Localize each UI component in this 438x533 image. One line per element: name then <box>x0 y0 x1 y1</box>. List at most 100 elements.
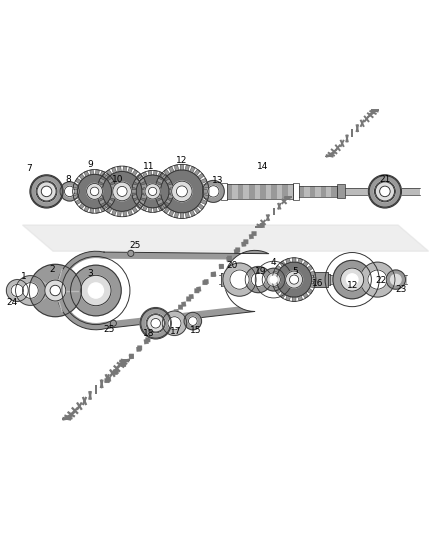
Polygon shape <box>99 199 106 205</box>
Polygon shape <box>325 274 330 285</box>
Polygon shape <box>249 184 254 199</box>
Polygon shape <box>57 251 268 330</box>
Polygon shape <box>154 329 158 334</box>
Polygon shape <box>310 185 315 197</box>
Polygon shape <box>282 184 288 199</box>
Text: 10: 10 <box>112 175 124 184</box>
Circle shape <box>11 285 23 297</box>
Circle shape <box>113 182 131 201</box>
Polygon shape <box>129 354 134 358</box>
Polygon shape <box>325 154 334 158</box>
Polygon shape <box>241 242 246 247</box>
Polygon shape <box>90 169 94 175</box>
Polygon shape <box>286 295 290 301</box>
Polygon shape <box>162 174 168 180</box>
Polygon shape <box>138 346 142 350</box>
Polygon shape <box>286 259 290 264</box>
Circle shape <box>29 264 81 317</box>
Polygon shape <box>104 203 110 209</box>
Text: 17: 17 <box>170 327 181 336</box>
Polygon shape <box>325 156 333 157</box>
Circle shape <box>346 274 358 285</box>
Circle shape <box>172 181 192 201</box>
Polygon shape <box>272 208 275 215</box>
Polygon shape <box>152 332 156 337</box>
Polygon shape <box>314 274 320 285</box>
Polygon shape <box>332 185 337 197</box>
Polygon shape <box>272 208 275 215</box>
Polygon shape <box>238 184 244 199</box>
Polygon shape <box>181 302 186 306</box>
Polygon shape <box>244 184 249 199</box>
Circle shape <box>202 181 224 203</box>
Polygon shape <box>189 294 194 299</box>
Circle shape <box>146 313 165 333</box>
Circle shape <box>117 187 127 197</box>
Polygon shape <box>158 206 163 211</box>
Circle shape <box>36 181 57 202</box>
Polygon shape <box>200 199 207 205</box>
Text: 23: 23 <box>396 285 407 294</box>
Polygon shape <box>221 273 226 286</box>
Polygon shape <box>304 185 310 197</box>
Text: 5: 5 <box>293 267 298 276</box>
Polygon shape <box>76 402 83 410</box>
Polygon shape <box>139 199 145 205</box>
Polygon shape <box>311 278 316 281</box>
Polygon shape <box>102 173 108 180</box>
Circle shape <box>78 174 112 208</box>
Polygon shape <box>105 374 110 383</box>
Polygon shape <box>113 370 117 375</box>
Circle shape <box>368 270 387 289</box>
Circle shape <box>251 272 265 287</box>
Polygon shape <box>339 140 345 147</box>
Polygon shape <box>168 195 173 199</box>
Polygon shape <box>153 171 157 175</box>
Circle shape <box>262 268 285 291</box>
Polygon shape <box>141 184 147 188</box>
Text: 2: 2 <box>49 265 55 274</box>
Circle shape <box>386 270 406 289</box>
Polygon shape <box>119 359 128 365</box>
Polygon shape <box>280 293 286 298</box>
Circle shape <box>333 261 371 299</box>
Polygon shape <box>79 203 85 209</box>
Polygon shape <box>320 274 325 285</box>
Polygon shape <box>62 418 71 421</box>
Text: 12: 12 <box>346 281 358 290</box>
Polygon shape <box>102 203 108 209</box>
Text: 15: 15 <box>190 326 201 335</box>
Polygon shape <box>145 337 150 342</box>
Polygon shape <box>330 148 338 155</box>
Text: 9: 9 <box>87 160 93 169</box>
Polygon shape <box>166 179 171 184</box>
Polygon shape <box>233 184 238 199</box>
Circle shape <box>286 271 303 288</box>
Polygon shape <box>64 414 73 420</box>
Polygon shape <box>254 184 260 199</box>
Polygon shape <box>112 190 117 193</box>
Polygon shape <box>106 169 112 176</box>
Circle shape <box>223 263 256 296</box>
Polygon shape <box>119 359 128 365</box>
Polygon shape <box>84 206 89 212</box>
Polygon shape <box>117 211 121 217</box>
Polygon shape <box>243 273 248 286</box>
Polygon shape <box>260 219 266 225</box>
Polygon shape <box>160 173 166 180</box>
Polygon shape <box>82 397 87 406</box>
Polygon shape <box>310 271 315 276</box>
Text: 8: 8 <box>66 175 71 184</box>
Text: 25: 25 <box>130 241 141 250</box>
Polygon shape <box>62 417 71 421</box>
Polygon shape <box>84 171 89 177</box>
Polygon shape <box>113 365 121 373</box>
Polygon shape <box>121 362 126 367</box>
Polygon shape <box>227 256 232 260</box>
Polygon shape <box>120 359 130 362</box>
Polygon shape <box>276 265 281 271</box>
Circle shape <box>7 280 28 302</box>
Polygon shape <box>121 362 126 367</box>
Polygon shape <box>178 305 183 309</box>
Bar <box>221 183 227 200</box>
